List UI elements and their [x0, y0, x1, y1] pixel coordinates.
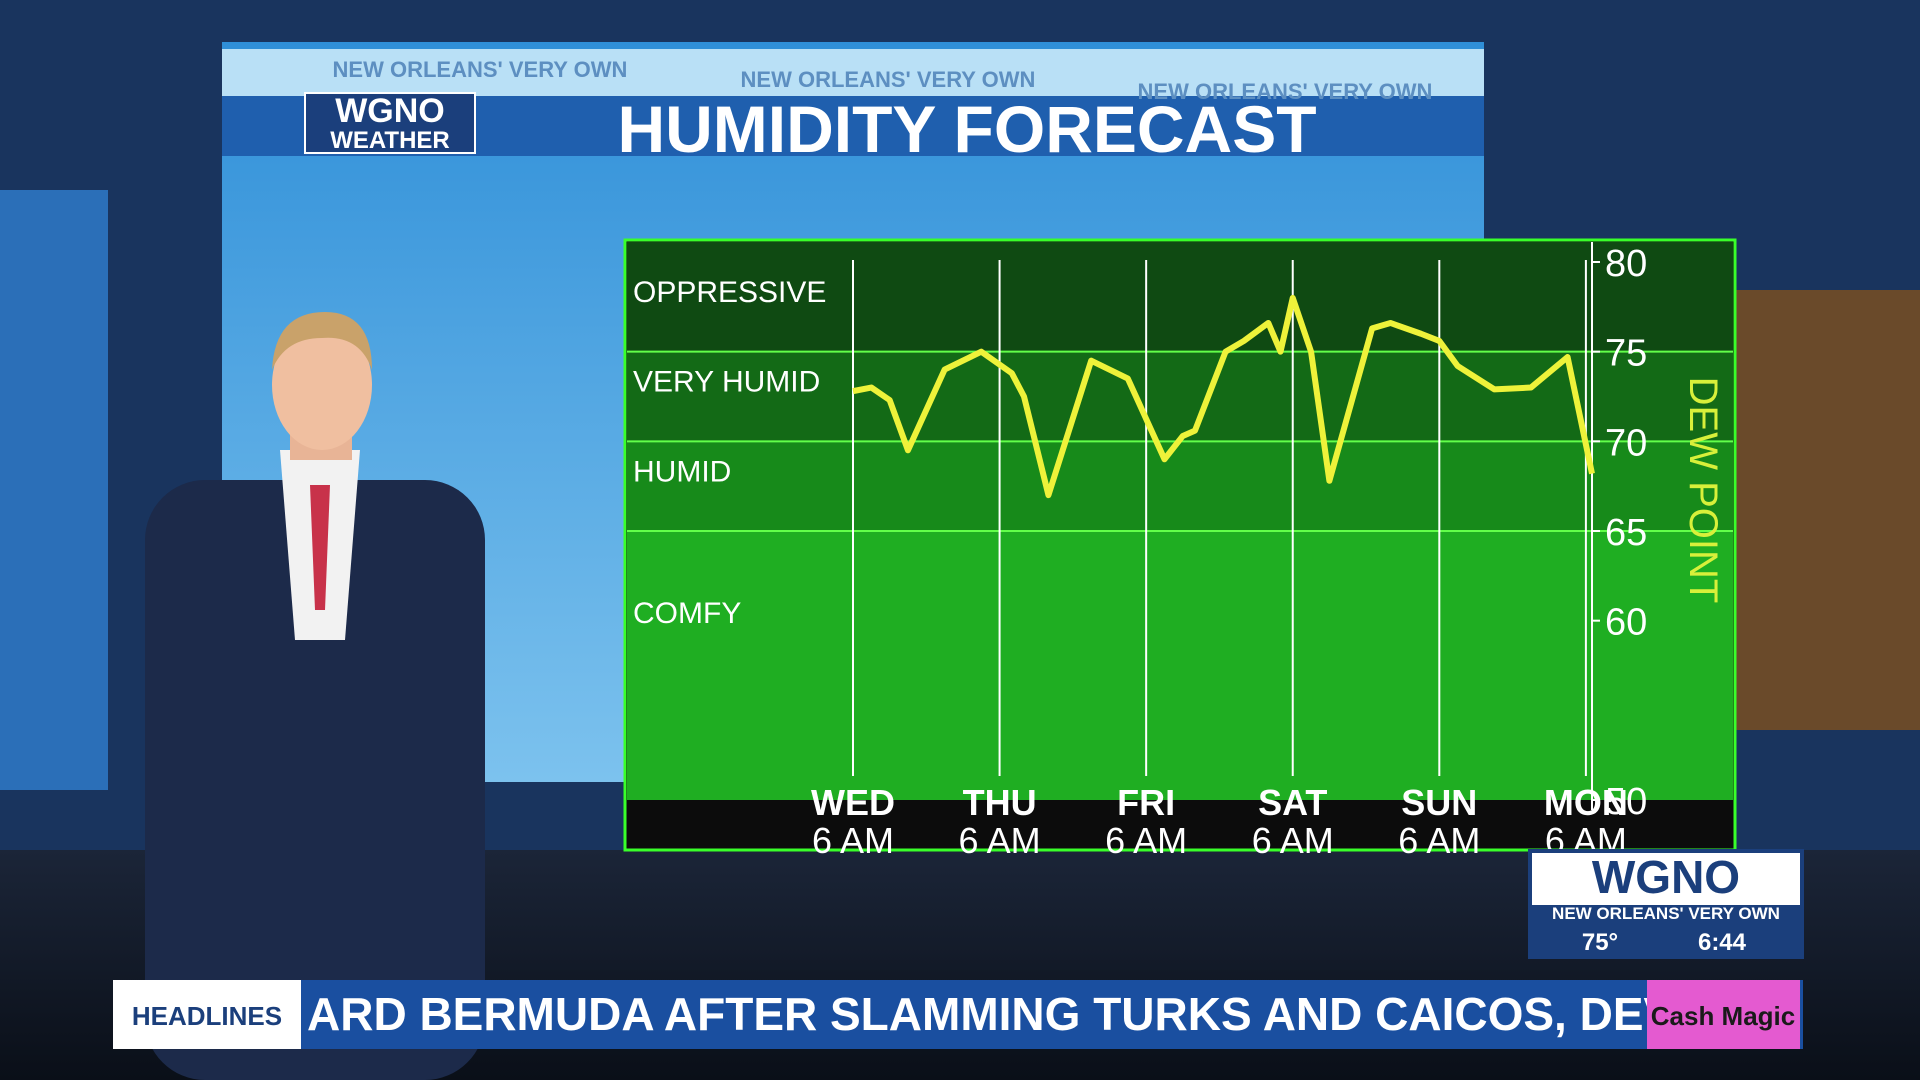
zone	[627, 242, 1733, 352]
y-tick-label: 50	[1605, 781, 1647, 823]
y-tick-label: 70	[1605, 422, 1647, 464]
x-tick-label: THU 6 AM	[958, 782, 1041, 861]
zone-label: VERY HUMID	[633, 366, 820, 399]
zone-label: COMFY	[633, 597, 741, 630]
chart-title: HUMIDITY FORECAST	[617, 92, 1316, 166]
bug-logo-box	[1532, 853, 1800, 905]
ticker-bar	[113, 980, 1803, 1049]
y-tick-label: 65	[1605, 512, 1647, 554]
x-tick-label: FRI 6 AM	[1105, 782, 1188, 861]
x-tick-label: WED 6 AM	[811, 782, 895, 861]
y-axis-label: DEW POINT	[1681, 377, 1725, 604]
zone-label: HUMID	[633, 455, 731, 488]
tagline: NEW ORLEANS' VERY OWN	[333, 57, 628, 82]
x-tick-label: SUN 6 AM	[1398, 782, 1481, 861]
zone-label: OPPRESSIVE	[633, 276, 826, 309]
tagline: NEW ORLEANS' VERY OWN	[741, 67, 1036, 92]
y-tick-label: 80	[1605, 243, 1647, 285]
y-tick-label: 75	[1605, 333, 1647, 375]
bug-logo: WGNO	[1592, 851, 1740, 903]
temperature: 75°	[1582, 929, 1618, 956]
sponsor: Cash Magic	[1651, 1001, 1796, 1031]
sponsor-box	[1647, 980, 1800, 1049]
y-tick-label: 60	[1605, 602, 1647, 644]
dew-point-line	[852, 294, 1595, 499]
ticker-text: ARD BERMUDA AFTER SLAMMING TURKS AND CAI…	[307, 988, 1675, 1040]
bug-tagline: NEW ORLEANS' VERY OWN	[1552, 904, 1780, 923]
zone	[627, 531, 1733, 800]
ticker-window: ARD BERMUDA AFTER SLAMMING TURKS AND CAI…	[307, 988, 1675, 1040]
tagline: NEW ORLEANS' VERY OWN	[1138, 79, 1433, 104]
ticker-label: HEADLINES	[132, 1001, 282, 1031]
logo-sub: WEATHER	[330, 127, 450, 154]
ticker-label-box	[113, 980, 301, 1049]
side-screen	[0, 190, 108, 790]
side-screen-right	[1735, 290, 1920, 730]
presenter	[145, 312, 485, 1080]
zone	[627, 351, 1733, 442]
logo: WGNO	[335, 92, 445, 130]
logo-box	[304, 92, 476, 154]
zone	[627, 441, 1733, 531]
clock: 6:44	[1698, 929, 1747, 956]
x-tick-label: SAT 6 AM	[1251, 782, 1334, 861]
